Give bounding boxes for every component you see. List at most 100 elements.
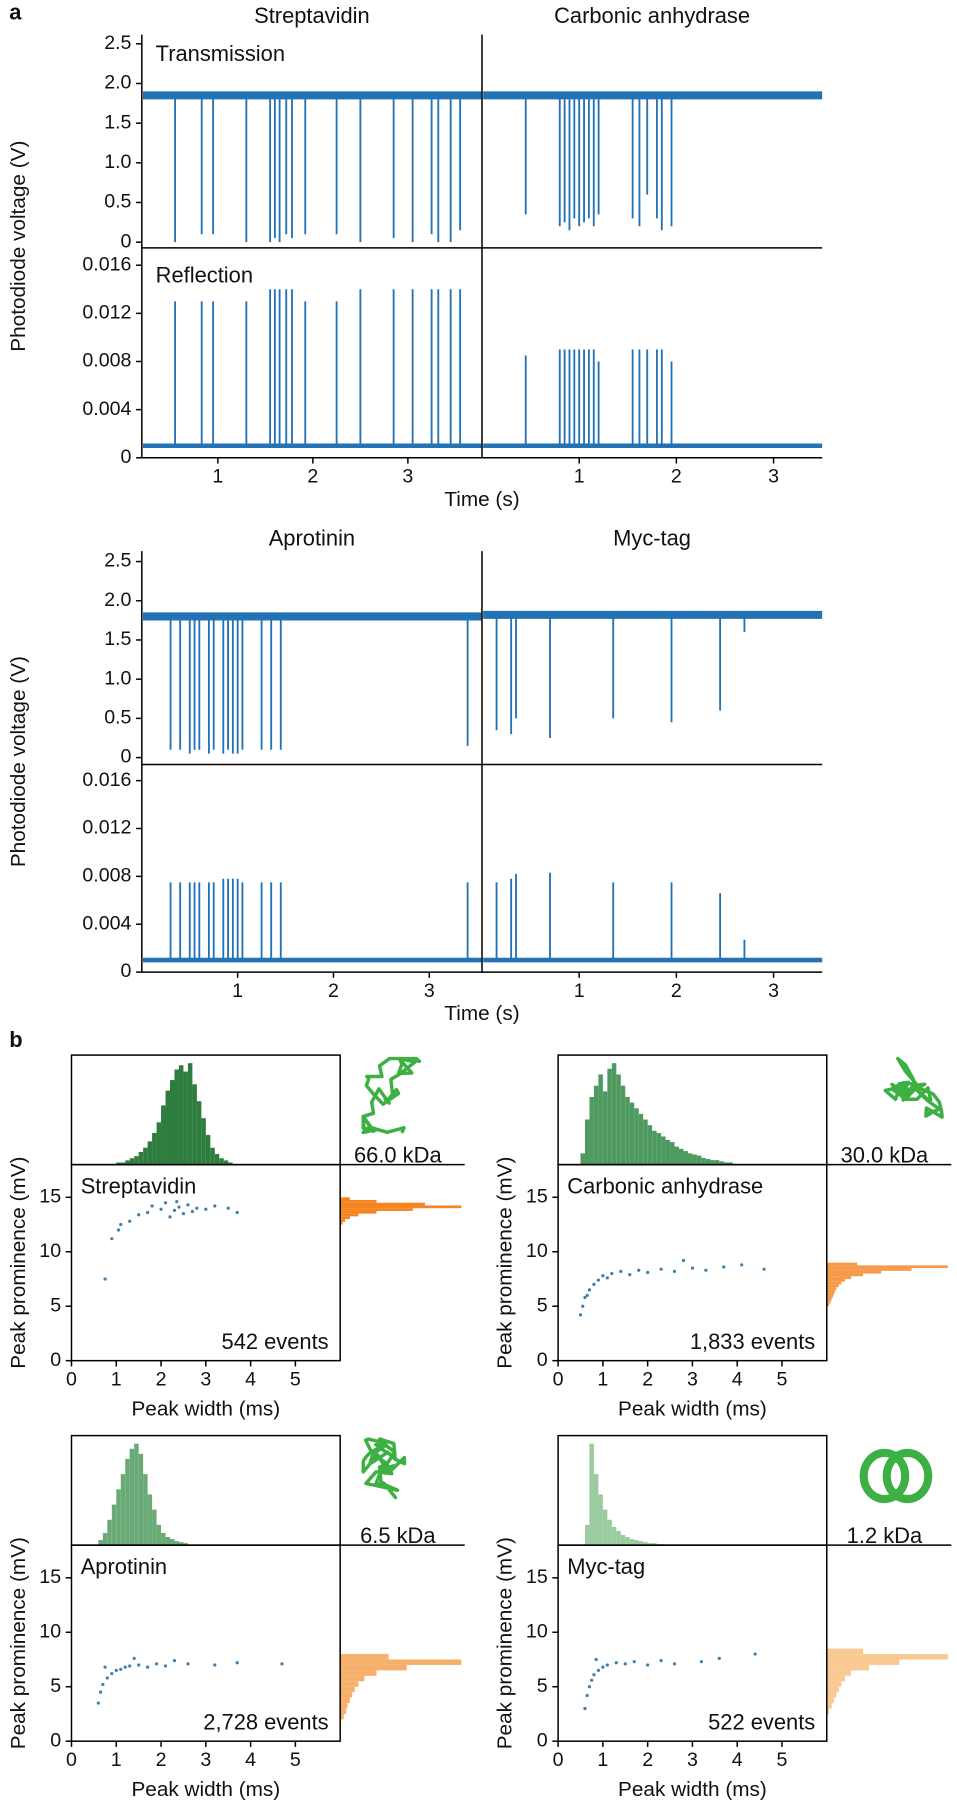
width-hist-bar	[201, 1118, 206, 1165]
prominence-hist-bar	[826, 1265, 948, 1269]
x-tick-label: 3	[768, 466, 779, 488]
scatter-point	[213, 1204, 217, 1208]
y-axis-label: Photodiode voltage (V)	[7, 141, 30, 352]
scatter-point	[123, 1665, 127, 1669]
width-hist-bar	[161, 1105, 166, 1165]
y-axis-label: Peak prominence (mV)	[494, 1537, 517, 1749]
y-tick-label: 2.0	[104, 589, 131, 611]
scatter-point	[740, 1263, 744, 1267]
prominence-hist-bar	[826, 1278, 845, 1282]
x-tick-label: 2	[671, 980, 682, 1002]
width-hist-bar	[170, 1080, 175, 1165]
scatter-point	[619, 1269, 623, 1273]
prominence-hist-bar	[826, 1262, 858, 1266]
prominence-hist-bar	[340, 1686, 355, 1693]
prominence-hist-bar	[826, 1292, 835, 1296]
event-count: 2,728 events	[203, 1710, 328, 1735]
scatter-point	[672, 1269, 677, 1273]
width-hist-bar	[638, 1113, 644, 1165]
panel-label: a	[9, 0, 22, 25]
protein-icon	[882, 1448, 933, 1504]
prominence-hist-bar	[340, 1659, 462, 1665]
width-hist-bar	[205, 1135, 211, 1165]
prominence-hist-bar	[826, 1675, 845, 1682]
y-tick-label: 0.016	[82, 253, 131, 275]
width-hist-bar	[710, 1160, 715, 1165]
prominence-hist-bar	[826, 1703, 832, 1709]
scatter-point	[226, 1206, 230, 1210]
y-axis-label: Peak prominence (mV)	[7, 1537, 30, 1749]
width-hist-bar	[593, 1474, 599, 1546]
width-hist-bar	[125, 1458, 130, 1546]
width-hist-bar	[143, 1147, 148, 1165]
width-hist-bar	[107, 1519, 112, 1546]
width-hist-bar	[584, 1524, 590, 1546]
scatter-point	[646, 1270, 650, 1275]
prominence-hist-bar	[826, 1664, 870, 1671]
scatter-point	[578, 1313, 583, 1317]
y-tick-label: 0.004	[82, 398, 131, 420]
prominence-hist-bar	[340, 1664, 407, 1671]
width-hist-bar	[714, 1160, 720, 1165]
scatter-point	[105, 1676, 109, 1680]
prominence-hist-bar	[340, 1670, 377, 1676]
width-hist-bar	[183, 1071, 188, 1165]
y-tick-label: 15	[526, 1566, 548, 1588]
y-tick-label: 1.0	[104, 151, 131, 173]
y-tick-label: 0.012	[82, 817, 131, 839]
x-tick-label: 3	[687, 1368, 698, 1390]
y-tick-label: 0.004	[82, 912, 131, 934]
width-hist-bar	[638, 1541, 644, 1546]
width-hist-bar	[611, 1526, 617, 1546]
y-tick-label: 0	[121, 230, 132, 252]
prominence-hist-bar	[340, 1216, 350, 1220]
scatter-point	[585, 1693, 589, 1698]
scatter-point	[235, 1661, 239, 1665]
scatter-point	[280, 1662, 284, 1666]
width-hist-bar	[611, 1063, 617, 1165]
y-tick-label: 5	[537, 1294, 548, 1316]
prominence-hist-bar	[826, 1303, 830, 1307]
scatter-point	[213, 1663, 217, 1667]
scatter-point	[581, 1304, 585, 1308]
prominence-hist-bar	[340, 1681, 359, 1687]
width-hist-bar	[616, 1074, 621, 1165]
scatter-point	[717, 1656, 721, 1661]
x-tick-label: 5	[777, 1368, 788, 1390]
width-hist-bar	[134, 1443, 139, 1546]
y-axis-label: Peak prominence (mV)	[494, 1157, 517, 1369]
width-hist-bar	[156, 1524, 162, 1546]
scatter-point	[177, 1205, 181, 1209]
scatter-point	[114, 1668, 118, 1673]
prominence-hist-bar	[340, 1697, 350, 1704]
x-tick-label: 1	[574, 466, 585, 488]
x-tick-label: 5	[777, 1749, 788, 1771]
scatter-point	[150, 1204, 154, 1208]
x-tick-label: 2	[156, 1749, 167, 1771]
prominence-hist-bar	[826, 1289, 836, 1293]
scatter-point	[590, 1678, 594, 1682]
scatter-point	[190, 1209, 195, 1214]
prominence-hist-bar	[826, 1276, 851, 1279]
y-tick-label: 0	[121, 746, 132, 768]
prominence-hist-bar	[826, 1273, 864, 1277]
panel-label: Reflection	[156, 263, 253, 288]
scatter-point	[128, 1664, 132, 1668]
scatter-point	[172, 1658, 177, 1663]
width-hist-bar	[187, 1063, 193, 1165]
prominence-hist-bar	[826, 1281, 842, 1285]
scatter-point	[596, 1278, 601, 1282]
panel-label: Transmission	[156, 41, 285, 66]
scatter-point	[168, 1215, 172, 1219]
prominence-hist-bar	[340, 1208, 413, 1211]
y-tick-label: 10	[526, 1240, 548, 1262]
chart-title: Aprotinin	[269, 525, 355, 550]
width-hist-bar	[674, 1146, 680, 1165]
x-axis-label: Peak width (ms)	[618, 1398, 767, 1421]
x-axis-label: Time (s)	[444, 488, 519, 511]
prominence-hist-bar	[826, 1284, 839, 1288]
scatter-point	[585, 1293, 589, 1297]
y-tick-label: 15	[39, 1185, 61, 1207]
y-tick-label: 5	[50, 1675, 61, 1697]
width-hist-bar	[643, 1119, 648, 1165]
